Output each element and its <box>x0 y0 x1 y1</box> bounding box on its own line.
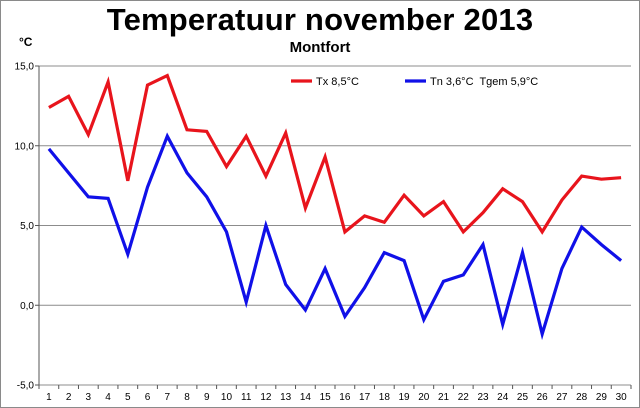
x-tick-label: 30 <box>616 392 628 403</box>
x-tick-label: 17 <box>359 392 371 403</box>
x-tick-label: 2 <box>66 392 72 403</box>
x-tick-label: 9 <box>204 392 210 403</box>
y-tick-label: 5,0 <box>20 221 34 232</box>
legend-label: Tn 3,6°C Tgem 5,9°C <box>430 76 538 88</box>
x-tick-label: 12 <box>260 392 272 403</box>
legend: Tx 8,5°C Tn 3,6°C Tgem 5,9°C <box>291 76 538 88</box>
x-tick-label: 20 <box>418 392 430 403</box>
x-tick-label: 15 <box>320 392 332 403</box>
x-tick-label: 27 <box>556 392 568 403</box>
x-tick-label: 13 <box>280 392 292 403</box>
x-tick-label: 23 <box>477 392 489 403</box>
x-tick-label: 29 <box>596 392 608 403</box>
x-tick-label: 5 <box>125 392 131 403</box>
x-tick-label: 24 <box>497 392 509 403</box>
x-tick-label: 6 <box>145 392 151 403</box>
x-tick-label: 19 <box>399 392 411 403</box>
x-tick-label: 18 <box>379 392 391 403</box>
y-tick-labels: -5,0 0,0 5,0 10,0 15,0 <box>15 62 35 392</box>
x-tick-label: 25 <box>517 392 529 403</box>
y-tick-label: -5,0 <box>17 381 35 392</box>
y-axis-unit-label: °C <box>19 35 33 49</box>
x-tick-label: 16 <box>339 392 351 403</box>
y-tick-label: 15,0 <box>15 62 35 73</box>
x-tick-label: 26 <box>537 392 549 403</box>
x-tick-label: 4 <box>105 392 111 403</box>
y-tick-label: 10,0 <box>15 141 35 152</box>
series-line-tx <box>48 73 622 235</box>
x-tick-label: 8 <box>184 392 190 403</box>
series-lines <box>47 73 623 341</box>
series-line-tn <box>47 132 623 341</box>
axes <box>35 65 632 389</box>
x-tick-label: 11 <box>241 392 252 403</box>
x-tick-label: 28 <box>576 392 588 403</box>
x-tick-labels: 1 2 3 4 5 6 7 8 9 10 11 12 13 14 15 16 17 18 19 20 21 22 23 24 2… <box>46 392 627 403</box>
legend-label: Tx 8,5°C <box>316 76 359 88</box>
x-tick-label: 14 <box>300 392 312 403</box>
x-tick-label: 3 <box>86 392 92 403</box>
x-tick-label: 21 <box>438 392 450 403</box>
x-tick-label: 22 <box>458 392 470 403</box>
x-tick-label: 1 <box>46 392 52 403</box>
x-tick-label: 7 <box>164 392 170 403</box>
chart-subtitle: Montfort <box>289 39 351 56</box>
y-tick-label: 0,0 <box>20 301 34 312</box>
chart-title: Temperatuur november 2013 <box>106 2 534 37</box>
x-tick-label: 10 <box>221 392 233 403</box>
